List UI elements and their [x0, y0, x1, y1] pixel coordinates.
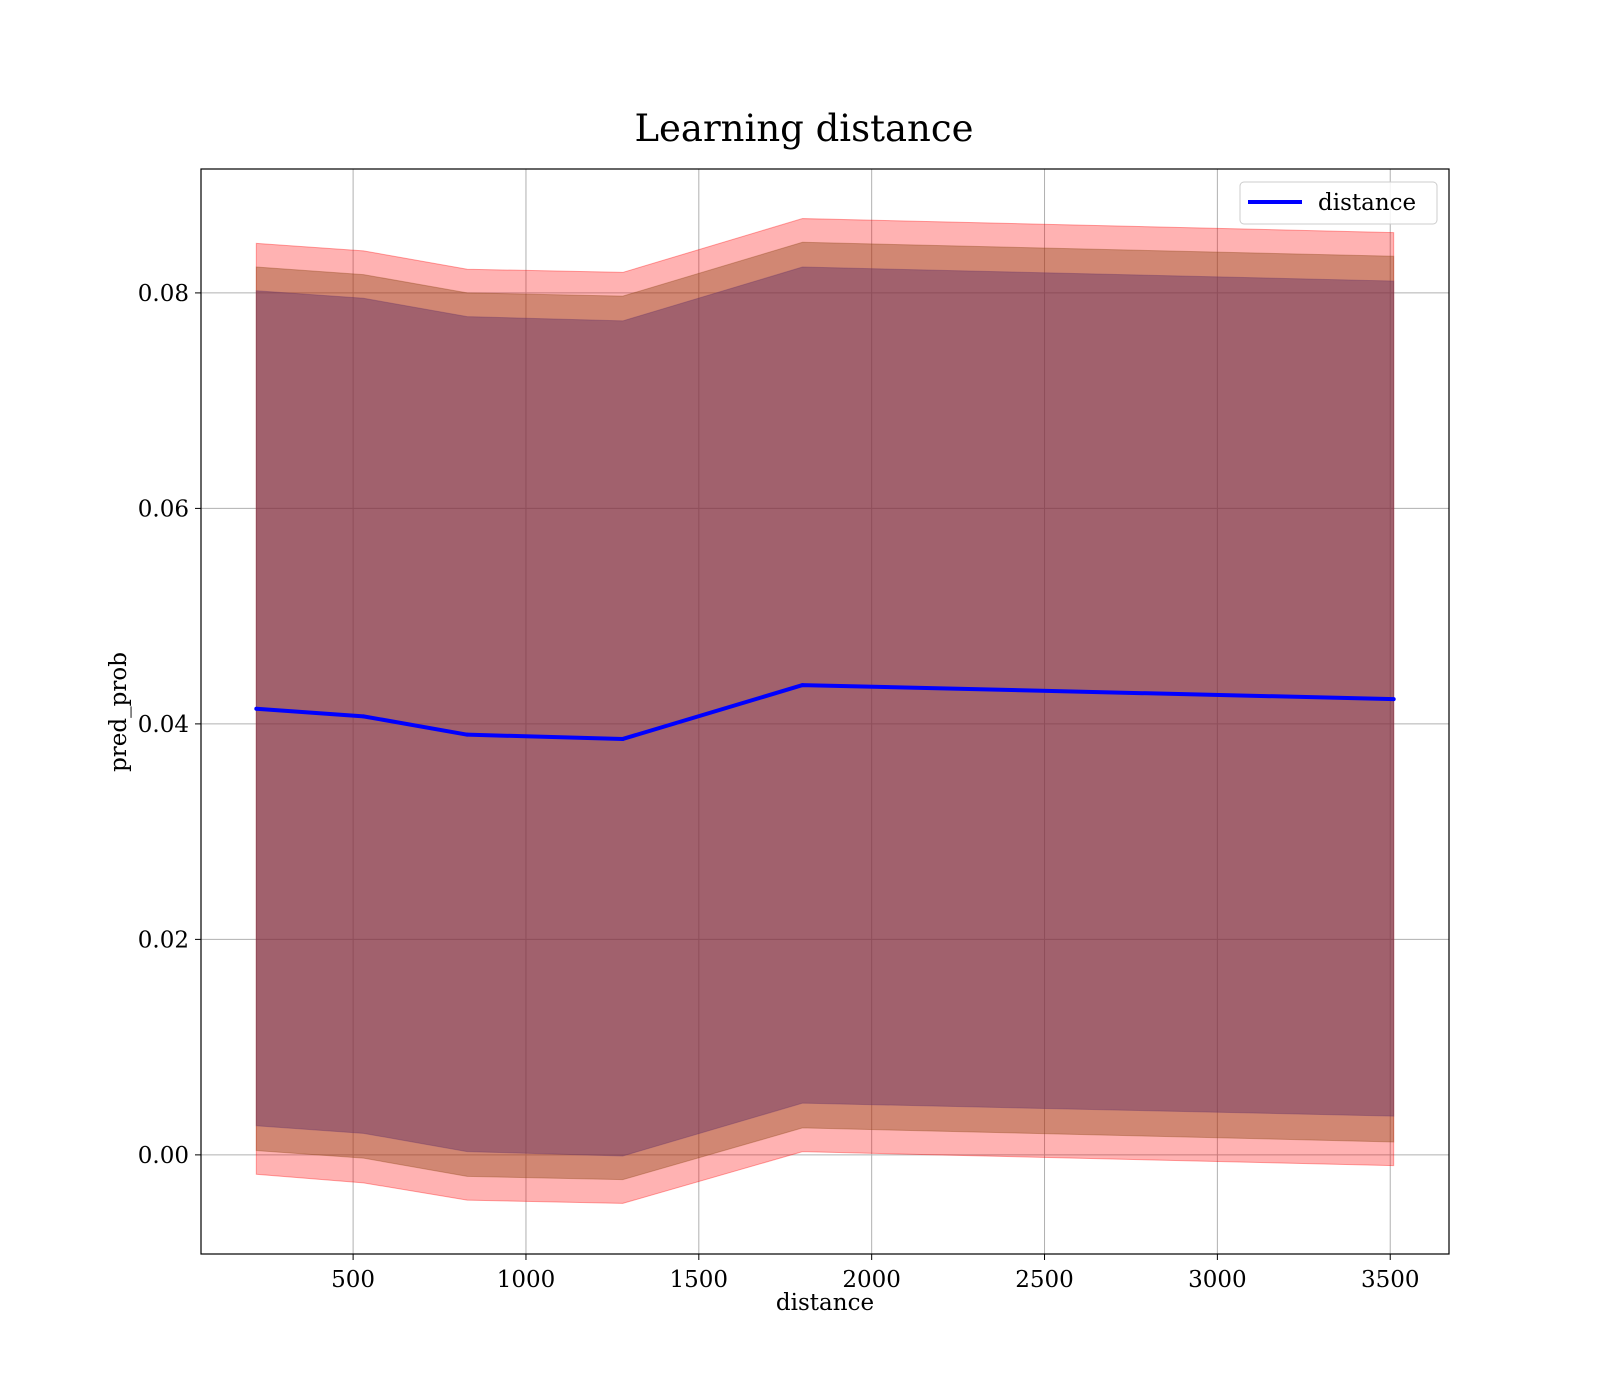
confidence-band-1 [255, 218, 1395, 1204]
chart-title: Learning distance [634, 107, 973, 150]
confidence-bands [255, 218, 1395, 1204]
x-tick-label: 2500 [1015, 1267, 1074, 1293]
x-tick-label: 2000 [842, 1267, 901, 1293]
y-tick-label: 0.06 [138, 496, 189, 522]
data-point [254, 706, 259, 711]
data-point [361, 714, 366, 719]
y-tick-label: 0.02 [138, 927, 189, 953]
confidence-band-2 [255, 241, 1395, 1181]
y-tick-label: 0.00 [138, 1143, 189, 1169]
y-tick-label: 0.08 [138, 281, 189, 307]
y-axis-label: pred_prob [106, 652, 132, 772]
y-axis: 0.00 0.02 0.04 0.06 0.08 [138, 281, 201, 1169]
plot-frame [200, 168, 1450, 1255]
x-tick-label: 1500 [670, 1267, 729, 1293]
grid [201, 169, 1449, 1254]
x-tick-label: 3000 [1188, 1267, 1247, 1293]
legend-label: distance [1318, 190, 1416, 216]
data-point [1391, 697, 1396, 702]
legend[interactable]: distance [1239, 181, 1438, 225]
confidence-band-3 [255, 266, 1395, 1157]
x-axis-label: distance [776, 1290, 874, 1316]
data-point [465, 732, 470, 737]
data-point [620, 736, 625, 741]
series-lines [254, 683, 1396, 741]
x-axis: 500 1000 1500 2000 2500 3000 3500 [331, 1254, 1420, 1293]
series-line-distance [256, 683, 1394, 741]
y-tick-label: 0.04 [138, 712, 189, 738]
legend-box [1239, 181, 1438, 225]
x-tick-label: 3500 [1361, 1267, 1420, 1293]
x-tick-label: 1000 [497, 1267, 556, 1293]
data-point [800, 683, 805, 688]
x-tick-label: 500 [331, 1267, 375, 1293]
